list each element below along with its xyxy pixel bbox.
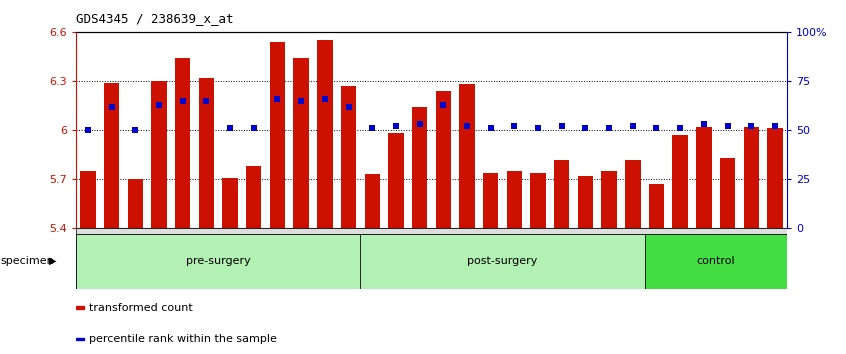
Bar — [365, 174, 380, 228]
Bar — [578, 176, 593, 228]
Bar — [246, 166, 261, 228]
Bar — [459, 84, 475, 228]
Bar — [175, 58, 190, 228]
Bar — [767, 129, 783, 228]
Text: GDS4345 / 238639_x_at: GDS4345 / 238639_x_at — [76, 12, 233, 25]
Text: percentile rank within the sample: percentile rank within the sample — [89, 334, 277, 344]
Bar — [222, 178, 238, 228]
Bar — [294, 58, 309, 228]
Bar — [649, 184, 664, 228]
Text: ▶: ▶ — [49, 256, 57, 266]
Bar — [483, 173, 498, 228]
Bar — [76, 307, 84, 309]
Bar — [720, 158, 735, 228]
Text: post-surgery: post-surgery — [467, 256, 538, 266]
Bar — [696, 127, 711, 228]
Bar — [80, 171, 96, 228]
Text: pre-surgery: pre-surgery — [186, 256, 250, 266]
Bar — [270, 42, 285, 228]
Text: control: control — [696, 256, 735, 266]
Bar — [76, 234, 360, 289]
Bar — [507, 171, 522, 228]
Bar — [412, 107, 427, 228]
Bar — [673, 135, 688, 228]
Bar — [602, 171, 617, 228]
Bar — [625, 160, 640, 228]
Bar — [199, 78, 214, 228]
Bar — [388, 133, 404, 228]
Bar — [128, 179, 143, 228]
Bar — [317, 40, 332, 228]
Bar — [104, 82, 119, 228]
Bar — [76, 338, 84, 340]
Bar — [436, 91, 451, 228]
Bar — [645, 234, 787, 289]
Text: specimen: specimen — [1, 256, 55, 266]
Bar — [744, 127, 759, 228]
Bar — [151, 81, 167, 228]
Bar — [360, 234, 645, 289]
Bar — [554, 160, 569, 228]
Bar — [341, 86, 356, 228]
Bar — [530, 173, 546, 228]
Text: transformed count: transformed count — [89, 303, 193, 313]
